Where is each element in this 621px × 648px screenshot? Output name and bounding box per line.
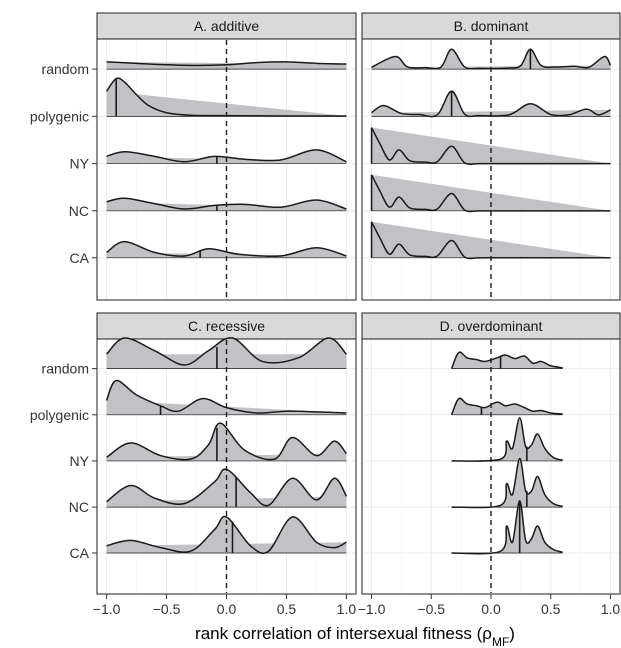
panel-strip bbox=[361, 12, 621, 40]
ridge-line-polygenic bbox=[105, 379, 347, 414]
ridge-area-polygenic bbox=[371, 91, 611, 117]
ridge-line-random bbox=[106, 61, 347, 67]
x-tick-label: 0.5 bbox=[277, 601, 297, 617]
x-tick-label: −1.0 bbox=[358, 601, 386, 617]
x-tick-label: −0.5 bbox=[417, 601, 445, 617]
y-tick-label-nc: NC bbox=[69, 499, 89, 515]
ridge-area-polygenic bbox=[106, 78, 347, 117]
ridge-line-ny bbox=[106, 149, 347, 163]
y-tick-label-ca: CA bbox=[70, 250, 90, 266]
ridge-line-nc bbox=[106, 197, 347, 210]
panel-title: C. recessive bbox=[188, 318, 265, 334]
ridge-line-random bbox=[371, 48, 612, 70]
x-axis-title-subscript: MF bbox=[492, 635, 509, 648]
panel-title: D. overdominant bbox=[440, 318, 543, 334]
x-tick-label: −0.5 bbox=[153, 601, 181, 617]
ridge-line-ca bbox=[106, 240, 347, 258]
x-tick-label: 1.0 bbox=[601, 601, 621, 617]
panels-layer: A. additive B. dominant C. recessive D. ove… bbox=[96, 12, 621, 595]
axis-layer: random polygenic NY NC CA random polygenic NY NC… bbox=[30, 61, 621, 617]
panel-recessive: C. recessive bbox=[96, 312, 357, 595]
x-axis-title-close: ) bbox=[509, 624, 515, 643]
panel-overdominant: D. overdominant bbox=[361, 312, 621, 595]
ridge-line-polygenic bbox=[105, 77, 347, 117]
x-axis-title-symbol: ρ bbox=[482, 624, 492, 643]
x-tick-label: 1.0 bbox=[337, 601, 357, 617]
x-axis-title-text: rank correlation of intersexual fitness … bbox=[195, 624, 483, 643]
ridge-line-ca bbox=[106, 515, 347, 554]
ridge-area-ca bbox=[371, 221, 611, 259]
y-tick-label-random: random bbox=[42, 361, 89, 377]
panel-title: A. additive bbox=[194, 18, 260, 34]
ridge-line-polygenic bbox=[450, 397, 563, 416]
y-tick-label-ca: CA bbox=[70, 545, 90, 561]
x-tick-label: 0.0 bbox=[481, 601, 501, 617]
y-tick-label-random: random bbox=[42, 61, 89, 77]
panel-title: B. dominant bbox=[454, 18, 529, 34]
panel-dominant: B. dominant bbox=[361, 12, 621, 301]
x-axis-title: rank correlation of intersexual fitness … bbox=[195, 624, 515, 648]
x-tick-label: −1.0 bbox=[93, 601, 121, 617]
x-tick-label: 0.5 bbox=[541, 601, 561, 617]
y-tick-label-polygenic: polygenic bbox=[30, 108, 89, 124]
panel-additive: A. additive bbox=[96, 12, 357, 301]
ridge-line-polygenic bbox=[371, 90, 611, 118]
x-tick-label: 0.0 bbox=[217, 601, 237, 617]
y-tick-label-polygenic: polygenic bbox=[30, 407, 89, 423]
y-tick-label-ny: NY bbox=[70, 156, 90, 172]
ridge-line-random bbox=[450, 351, 563, 369]
ridge-area-ny bbox=[371, 127, 611, 165]
ridge-line-ca bbox=[451, 500, 563, 555]
panel-strip bbox=[361, 312, 621, 340]
ridge-line-ny bbox=[451, 416, 563, 462]
ridge-area-nc bbox=[371, 174, 611, 212]
y-tick-label-ny: NY bbox=[70, 453, 90, 469]
ridge-line-nc bbox=[451, 457, 563, 509]
panel-strip bbox=[96, 12, 357, 40]
y-tick-label-nc: NC bbox=[69, 203, 89, 219]
ridge-area-nc bbox=[106, 198, 347, 211]
